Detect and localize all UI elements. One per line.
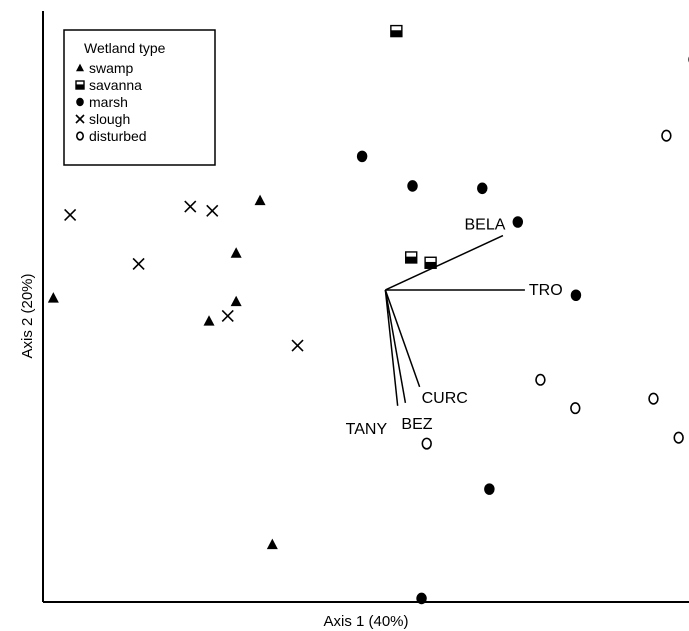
vector-bela xyxy=(385,234,504,291)
legend-marker-swamp xyxy=(76,63,84,72)
point-group xyxy=(47,24,689,605)
point-savanna-3 xyxy=(424,256,437,269)
point-swamp-6 xyxy=(266,538,278,550)
vector-label-tro: TRO xyxy=(529,282,563,299)
point-disturbed-4 xyxy=(570,402,581,415)
vector-bez xyxy=(384,289,407,403)
point-disturbed-3 xyxy=(535,373,546,386)
point-slough-6 xyxy=(291,339,304,352)
point-savanna-1 xyxy=(390,24,403,38)
vector-label-curc: CURC xyxy=(422,390,468,407)
point-disturbed-5 xyxy=(648,392,659,405)
point-disturbed-2 xyxy=(661,129,672,142)
point-disturbed-7 xyxy=(421,437,432,450)
point-marsh-6 xyxy=(484,483,495,495)
legend-marker-marsh xyxy=(76,97,84,107)
x-axis-title: Axis 1 (40%) xyxy=(323,613,408,630)
point-swamp-1 xyxy=(47,292,59,303)
legend-label-slough: slough xyxy=(89,111,130,127)
legend-marker-slough xyxy=(75,114,85,124)
point-marsh-4 xyxy=(512,216,524,228)
vector-label-bela: BELA xyxy=(464,217,505,234)
point-marsh-7 xyxy=(416,592,427,605)
legend: Wetland type swampsavannamarshsloughdist… xyxy=(63,29,216,166)
vector-label-tany: TANY xyxy=(346,421,388,438)
legend-label-disturbed: disturbed xyxy=(89,128,147,144)
point-slough-4 xyxy=(206,204,219,217)
point-slough-3 xyxy=(184,200,197,213)
vector-label-bez: BEZ xyxy=(401,416,432,433)
point-marsh-5 xyxy=(570,289,582,302)
vector-group: BELA TRO CURC BEZ TANY xyxy=(346,217,563,438)
legend-title: Wetland type xyxy=(84,40,166,56)
vector-curc xyxy=(384,289,421,388)
point-swamp-5 xyxy=(203,315,215,326)
vector-tany xyxy=(384,289,399,406)
point-swamp-4 xyxy=(230,295,242,307)
point-swamp-3 xyxy=(230,247,242,258)
legend-box xyxy=(63,29,216,166)
legend-label-swamp: swamp xyxy=(89,60,134,76)
legend-marker-savanna xyxy=(75,80,85,90)
legend-label-marsh: marsh xyxy=(89,94,128,110)
legend-marker-disturbed xyxy=(76,131,85,141)
point-marsh-3 xyxy=(477,182,488,195)
y-axis-title: Axis 2 (20%) xyxy=(19,273,36,358)
point-slough-2 xyxy=(132,257,145,271)
point-swamp-2 xyxy=(254,194,266,206)
point-disturbed-6 xyxy=(673,431,684,444)
point-marsh-2 xyxy=(407,180,418,192)
point-marsh-1 xyxy=(356,150,368,163)
point-slough-1 xyxy=(64,208,77,221)
legend-label-savanna: savanna xyxy=(89,77,142,93)
point-slough-5 xyxy=(221,309,234,323)
point-savanna-2 xyxy=(405,251,418,264)
